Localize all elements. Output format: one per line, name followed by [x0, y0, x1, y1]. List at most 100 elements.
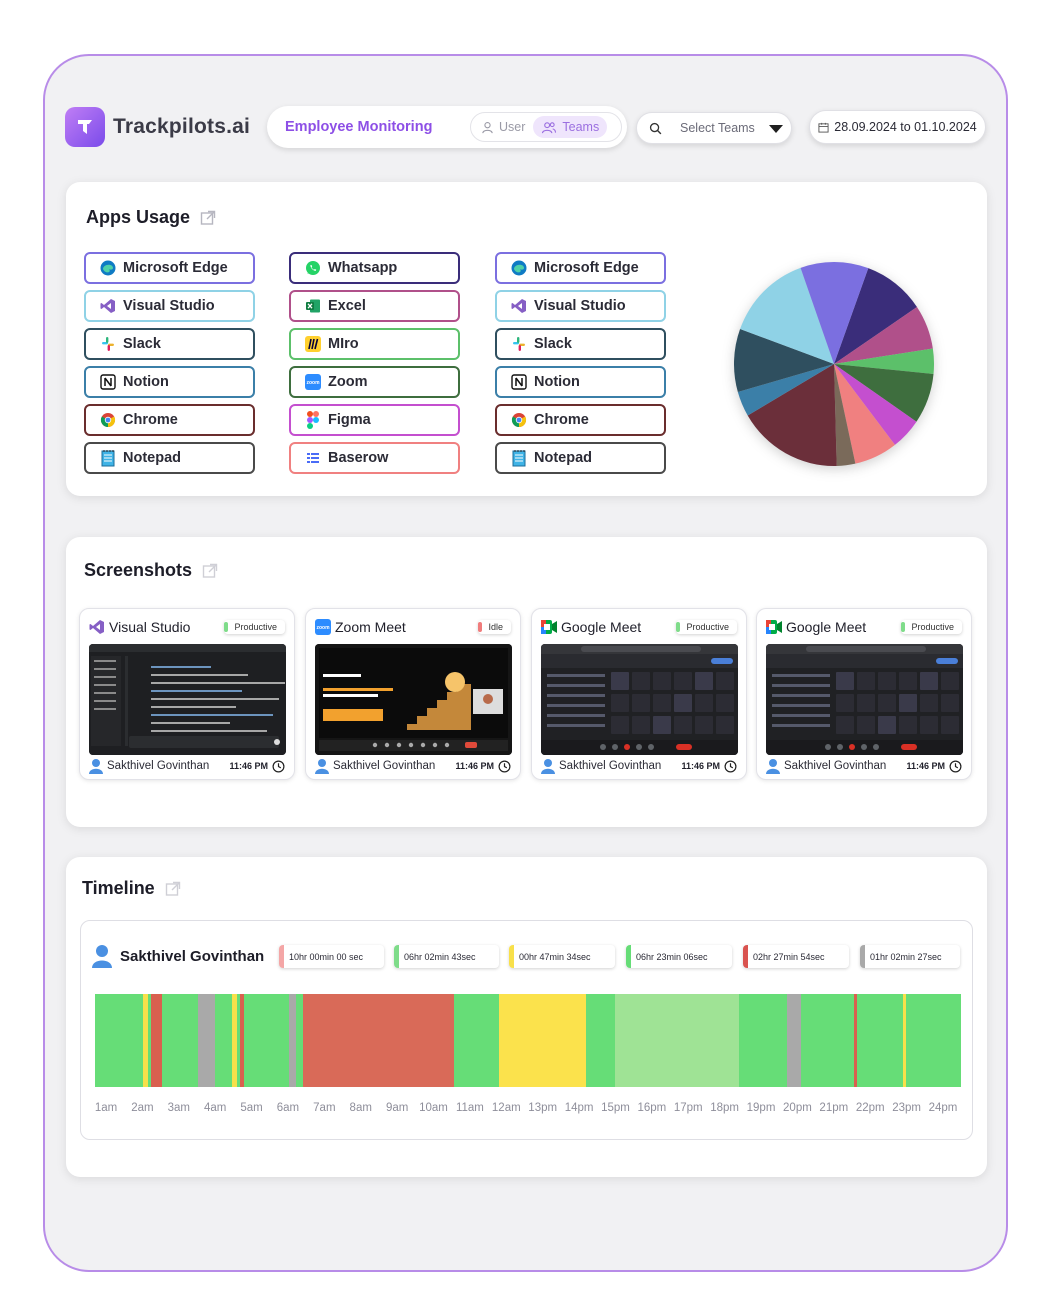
- avatar-icon: [92, 945, 112, 968]
- app-button-notion[interactable]: Notion: [495, 366, 666, 398]
- app-label: Notion: [123, 374, 169, 390]
- timeline-bar[interactable]: [95, 994, 961, 1087]
- hour-label: 13pm: [528, 1102, 558, 1114]
- app-button-notion[interactable]: Notion: [84, 366, 255, 398]
- app-button-miro[interactable]: MIro: [289, 328, 460, 360]
- hour-label: 21pm: [819, 1102, 849, 1114]
- app-button-visual-studio[interactable]: Visual Studio: [84, 290, 255, 322]
- hour-label: 10am: [419, 1102, 448, 1114]
- screenshot-time: 11:46 PM: [455, 761, 494, 771]
- hour-label: 6am: [276, 1102, 300, 1114]
- trackpilots-logo-icon: [65, 107, 105, 147]
- app-button-slack[interactable]: Slack: [495, 328, 666, 360]
- app-button-chrome[interactable]: Chrome: [495, 404, 666, 436]
- hour-label: 4am: [203, 1102, 227, 1114]
- hour-label: 24pm: [928, 1102, 958, 1114]
- timeline-segment[interactable]: [302, 994, 455, 1087]
- app-button-microsoft-edge[interactable]: Microsoft Edge: [495, 252, 666, 284]
- chrome-icon: [100, 412, 116, 428]
- edge-icon: [100, 260, 116, 276]
- app-button-whatsapp[interactable]: Whatsapp: [289, 252, 460, 284]
- apps-usage-card: Apps Usage Microsoft Edge Visual Studio Sl…: [66, 182, 987, 496]
- user-avatar-icon: [541, 759, 555, 774]
- screenshots-card: Screenshots Visual Studio Productive Sak…: [66, 537, 987, 827]
- timeline-segment[interactable]: [142, 994, 148, 1087]
- screenshot-time: 11:46 PM: [906, 761, 945, 771]
- app-button-baserow[interactable]: Baserow: [289, 442, 460, 474]
- timeline-segment[interactable]: [231, 994, 237, 1087]
- visual-studio-icon: [511, 298, 527, 314]
- screenshot-user: Sakthivel Govinthan: [784, 760, 887, 772]
- date-range-picker[interactable]: 28.09.2024 to 01.10.2024: [809, 110, 986, 144]
- status-badge: Idle: [478, 620, 511, 634]
- screenshot-thumbnail[interactable]: [766, 644, 963, 755]
- google-meet-icon: [766, 619, 782, 635]
- screenshot-card[interactable]: zoom Zoom Meet Idle Sakthivel Govinthan …: [305, 608, 521, 780]
- miro-icon: [305, 336, 321, 352]
- toggle-teams[interactable]: Teams: [533, 116, 608, 138]
- toggle-user[interactable]: User: [473, 116, 533, 138]
- teams-icon: [542, 121, 557, 133]
- screenshot-header: Google Meet Productive: [766, 618, 962, 636]
- hour-label: 16pm: [637, 1102, 667, 1114]
- whatsapp-icon: [305, 260, 321, 276]
- pie-slice: [800, 262, 869, 364]
- user-icon: [482, 121, 493, 133]
- external-link-icon[interactable]: [202, 563, 218, 579]
- pie-slice: [747, 364, 837, 466]
- app-button-excel[interactable]: Excel: [289, 290, 460, 322]
- screenshot-thumbnail[interactable]: [315, 644, 512, 755]
- app-button-zoom[interactable]: zoom Zoom: [289, 366, 460, 398]
- apps-usage-title: Apps Usage: [86, 207, 216, 228]
- app-button-slack[interactable]: Slack: [84, 328, 255, 360]
- screenshot-thumbnail[interactable]: [89, 644, 286, 755]
- app-button-visual-studio[interactable]: Visual Studio: [495, 290, 666, 322]
- screenshot-thumbnail[interactable]: [541, 644, 738, 755]
- external-link-icon[interactable]: [200, 210, 216, 226]
- clock-icon: [949, 760, 962, 772]
- timeline-segment[interactable]: [239, 994, 244, 1087]
- team-select[interactable]: Select Teams: [636, 112, 792, 144]
- pie-slice: [834, 307, 933, 364]
- app-button-microsoft-edge[interactable]: Microsoft Edge: [84, 252, 255, 284]
- screenshot-header: zoom Zoom Meet Idle: [315, 618, 511, 636]
- screenshot-card[interactable]: Google Meet Productive Sakthivel Govinth…: [531, 608, 747, 780]
- timeline-segment[interactable]: [499, 994, 587, 1087]
- notion-icon: [511, 374, 527, 390]
- timeline-segment[interactable]: [615, 994, 740, 1087]
- app-label: Slack: [123, 336, 161, 352]
- app-column: Microsoft Edge Visual Studio Slack Notion Ch…: [84, 252, 255, 474]
- hour-label: 1am: [94, 1102, 118, 1114]
- app-button-notepad[interactable]: Notepad: [495, 442, 666, 474]
- timeline-segment[interactable]: [902, 994, 907, 1087]
- timeline-user: Sakthivel Govinthan: [92, 944, 264, 968]
- app-label: Chrome: [534, 412, 589, 428]
- app-label: Visual Studio: [123, 298, 215, 314]
- clock-icon: [724, 760, 737, 772]
- status-badge: Productive: [901, 620, 962, 634]
- timeline-segment[interactable]: [151, 994, 162, 1087]
- app-label: Notepad: [534, 450, 592, 466]
- timeline-segment[interactable]: [288, 994, 296, 1087]
- zoom-icon: zoom: [305, 374, 321, 390]
- timeline-segment[interactable]: [198, 994, 215, 1087]
- chrome-icon: [511, 412, 527, 428]
- timeline-segment[interactable]: [853, 994, 858, 1087]
- search-icon: [649, 122, 662, 134]
- external-link-icon[interactable]: [165, 881, 181, 897]
- screenshot-card[interactable]: Google Meet Productive Sakthivel Govinth…: [756, 608, 972, 780]
- screenshot-card[interactable]: Visual Studio Productive Sakthivel Govin…: [79, 608, 295, 780]
- app-label: Whatsapp: [328, 260, 398, 276]
- timeline-segment[interactable]: [786, 994, 801, 1087]
- user-avatar-icon: [766, 759, 780, 774]
- app-label: Notion: [534, 374, 580, 390]
- pie-slice: [834, 268, 917, 364]
- app-button-chrome[interactable]: Chrome: [84, 404, 255, 436]
- app-button-notepad[interactable]: Notepad: [84, 442, 255, 474]
- app-label: MIro: [328, 336, 359, 352]
- app-button-figma[interactable]: Figma: [289, 404, 460, 436]
- pie-slice: [740, 267, 834, 364]
- timeline-hour-axis: 1am 2am 3am 4am 5am 6am 7am 8am 9am 10am 11am 12am 1…: [81, 1102, 974, 1118]
- date-range: 28.09.2024 to 01.10.2024: [834, 120, 977, 134]
- brand-logo[interactable]: Trackpilots.ai: [65, 107, 250, 147]
